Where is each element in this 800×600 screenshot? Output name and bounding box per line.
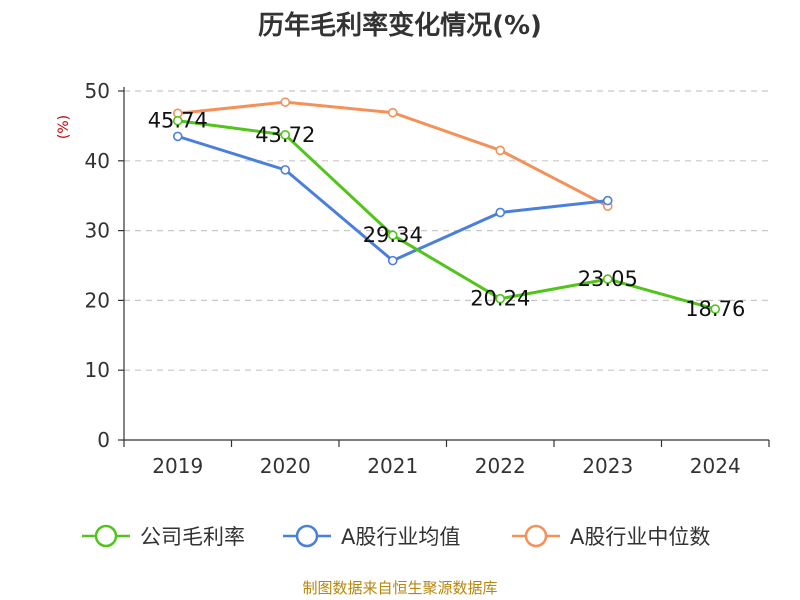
data-point [280, 165, 291, 175]
y-tick-label: 0 [97, 428, 110, 452]
data-point [710, 304, 721, 314]
series-line-0 [177, 119, 716, 311]
data-labels: 45.74 43.72 29.34 20.24 23.05 18.76 [148, 109, 746, 321]
legend-swatch-marker [94, 524, 118, 548]
y-tick-label: 10 [85, 358, 110, 382]
data-label: 18.76 [685, 297, 745, 321]
x-tick-label: 2019 [152, 454, 203, 478]
data-point [172, 115, 183, 126]
data-label: 20.24 [470, 287, 530, 311]
data-label: 29.34 [363, 223, 423, 247]
y-tick-label: 50 [85, 79, 110, 103]
series-line-2 [177, 100, 609, 208]
data-label: 45.74 [148, 109, 208, 133]
chart-title: 历年毛利率变化情况(%) [258, 10, 542, 41]
x-tick-label: 2022 [475, 454, 526, 478]
legend-swatch-marker [524, 524, 548, 548]
data-label: 43.72 [255, 123, 315, 147]
y-tick-label: 40 [85, 149, 110, 173]
data-point [387, 255, 398, 266]
data-point [280, 130, 291, 140]
y-tick-label: 30 [85, 219, 110, 243]
data-point [387, 230, 398, 241]
data-point [602, 195, 613, 206]
axes: 0 10 20 30 40 50 2019 2020 2021 2022 2023 2024 [85, 79, 770, 478]
data-point [280, 97, 291, 107]
x-tick-label: 2021 [367, 454, 418, 478]
x-tick-label: 2023 [582, 454, 633, 478]
grid [124, 90, 769, 371]
legend-label: A股行业均值 [341, 525, 460, 549]
source-note: 制图数据来自恒生聚源数据库 [302, 579, 497, 597]
data-point [495, 145, 506, 156]
data-label: 23.05 [578, 267, 638, 291]
data-point [495, 207, 506, 218]
y-tick-label: 20 [85, 288, 110, 312]
data-point [602, 274, 613, 284]
legend-label: 公司毛利率 [140, 525, 245, 549]
series-layer [172, 97, 721, 314]
legend-swatch-marker [295, 524, 319, 548]
data-point [495, 293, 506, 304]
data-point [387, 107, 398, 118]
x-tick-label: 2024 [690, 454, 741, 478]
legend: 公司毛利率 A股行业均值 A股行业中位数 [82, 524, 710, 549]
y-axis-label: (%) [56, 115, 72, 139]
x-tick-label: 2020 [260, 454, 311, 478]
data-point [172, 131, 183, 142]
legend-label: A股行业中位数 [570, 525, 710, 549]
